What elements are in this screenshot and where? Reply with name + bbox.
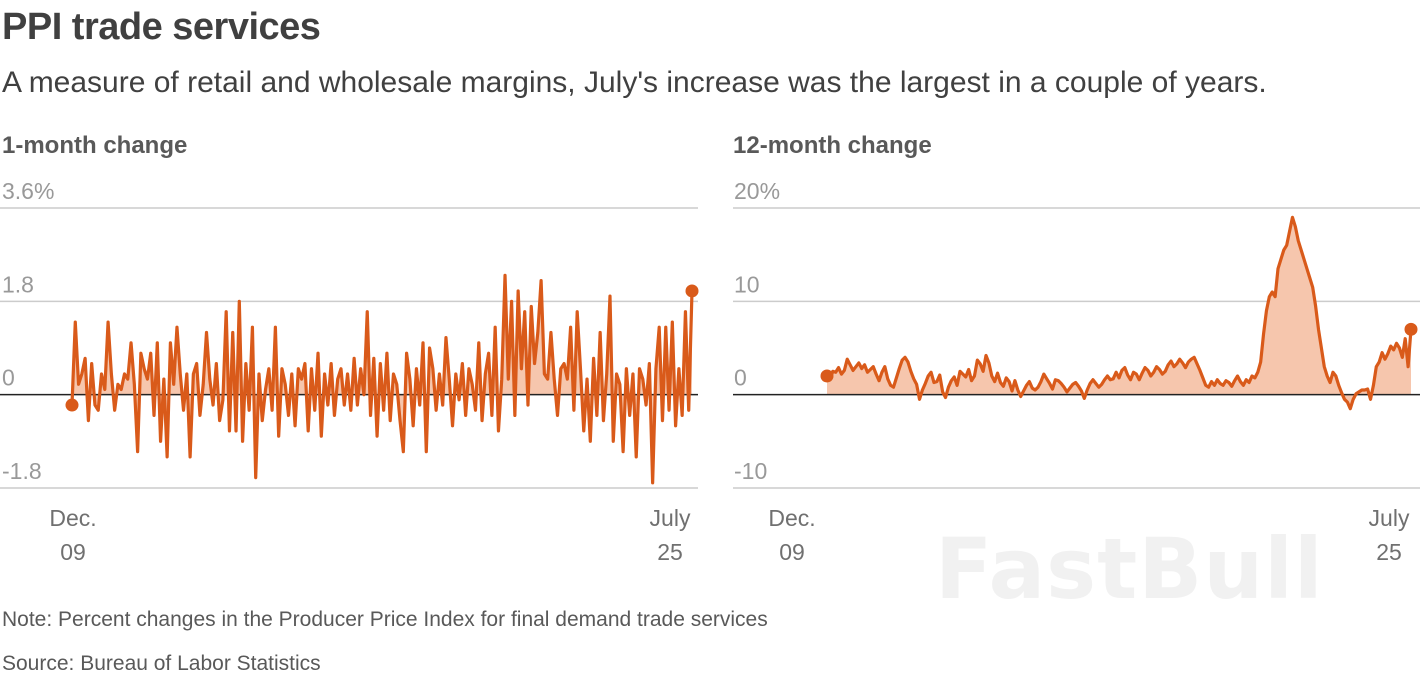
chart-source: Source: Bureau of Labor Statistics xyxy=(2,652,321,675)
one-month-y-tick-label: -1.8 xyxy=(2,458,42,484)
twelve-month-y-tick-label: 0 xyxy=(734,365,747,391)
one-month-x-start-label: 09 xyxy=(60,539,86,565)
one-month-start-point xyxy=(65,398,79,412)
chart-title: PPI trade services xyxy=(2,6,321,48)
twelve-month-y-tick-label: 10 xyxy=(734,271,760,297)
one-month-end-point xyxy=(685,284,699,298)
one-month-y-tick-label: 3.6% xyxy=(2,178,54,204)
twelve-month-series-line xyxy=(825,215,1413,411)
twelve-month-y-tick-label: -10 xyxy=(734,458,767,484)
chart-subtitle: A measure of retail and wholesale margin… xyxy=(2,66,1267,99)
one-month-x-end-label: July xyxy=(650,505,691,531)
one-month-x-start-label: Dec. xyxy=(49,505,96,531)
twelve-month-start-point xyxy=(820,369,834,383)
one-month-y-tick-label: 0 xyxy=(2,365,15,391)
panel-title-1-month: 1-month change xyxy=(2,132,188,159)
twelve-month-x-start-label: 09 xyxy=(779,539,805,565)
chart-note: Note: Percent changes in the Producer Pr… xyxy=(2,608,768,631)
twelve-month-x-end-label: July xyxy=(1369,505,1410,531)
one-month-series-line xyxy=(70,273,694,485)
watermark-logo: FastBull xyxy=(935,520,1324,618)
twelve-month-y-tick-label: 20% xyxy=(734,178,780,204)
one-month-change-chart: 3.6% 1.8 0 -1.8 Dec. 09 July 25 xyxy=(0,178,699,565)
twelve-month-x-start-label: Dec. xyxy=(768,505,815,531)
twelve-month-area xyxy=(827,217,1411,409)
panel-title-12-month: 12-month change xyxy=(733,132,932,159)
twelve-month-end-point xyxy=(1404,322,1418,336)
one-month-x-end-label: 25 xyxy=(657,539,683,565)
twelve-month-x-end-label: 25 xyxy=(1376,539,1402,565)
one-month-y-tick-label: 1.8 xyxy=(2,271,34,297)
